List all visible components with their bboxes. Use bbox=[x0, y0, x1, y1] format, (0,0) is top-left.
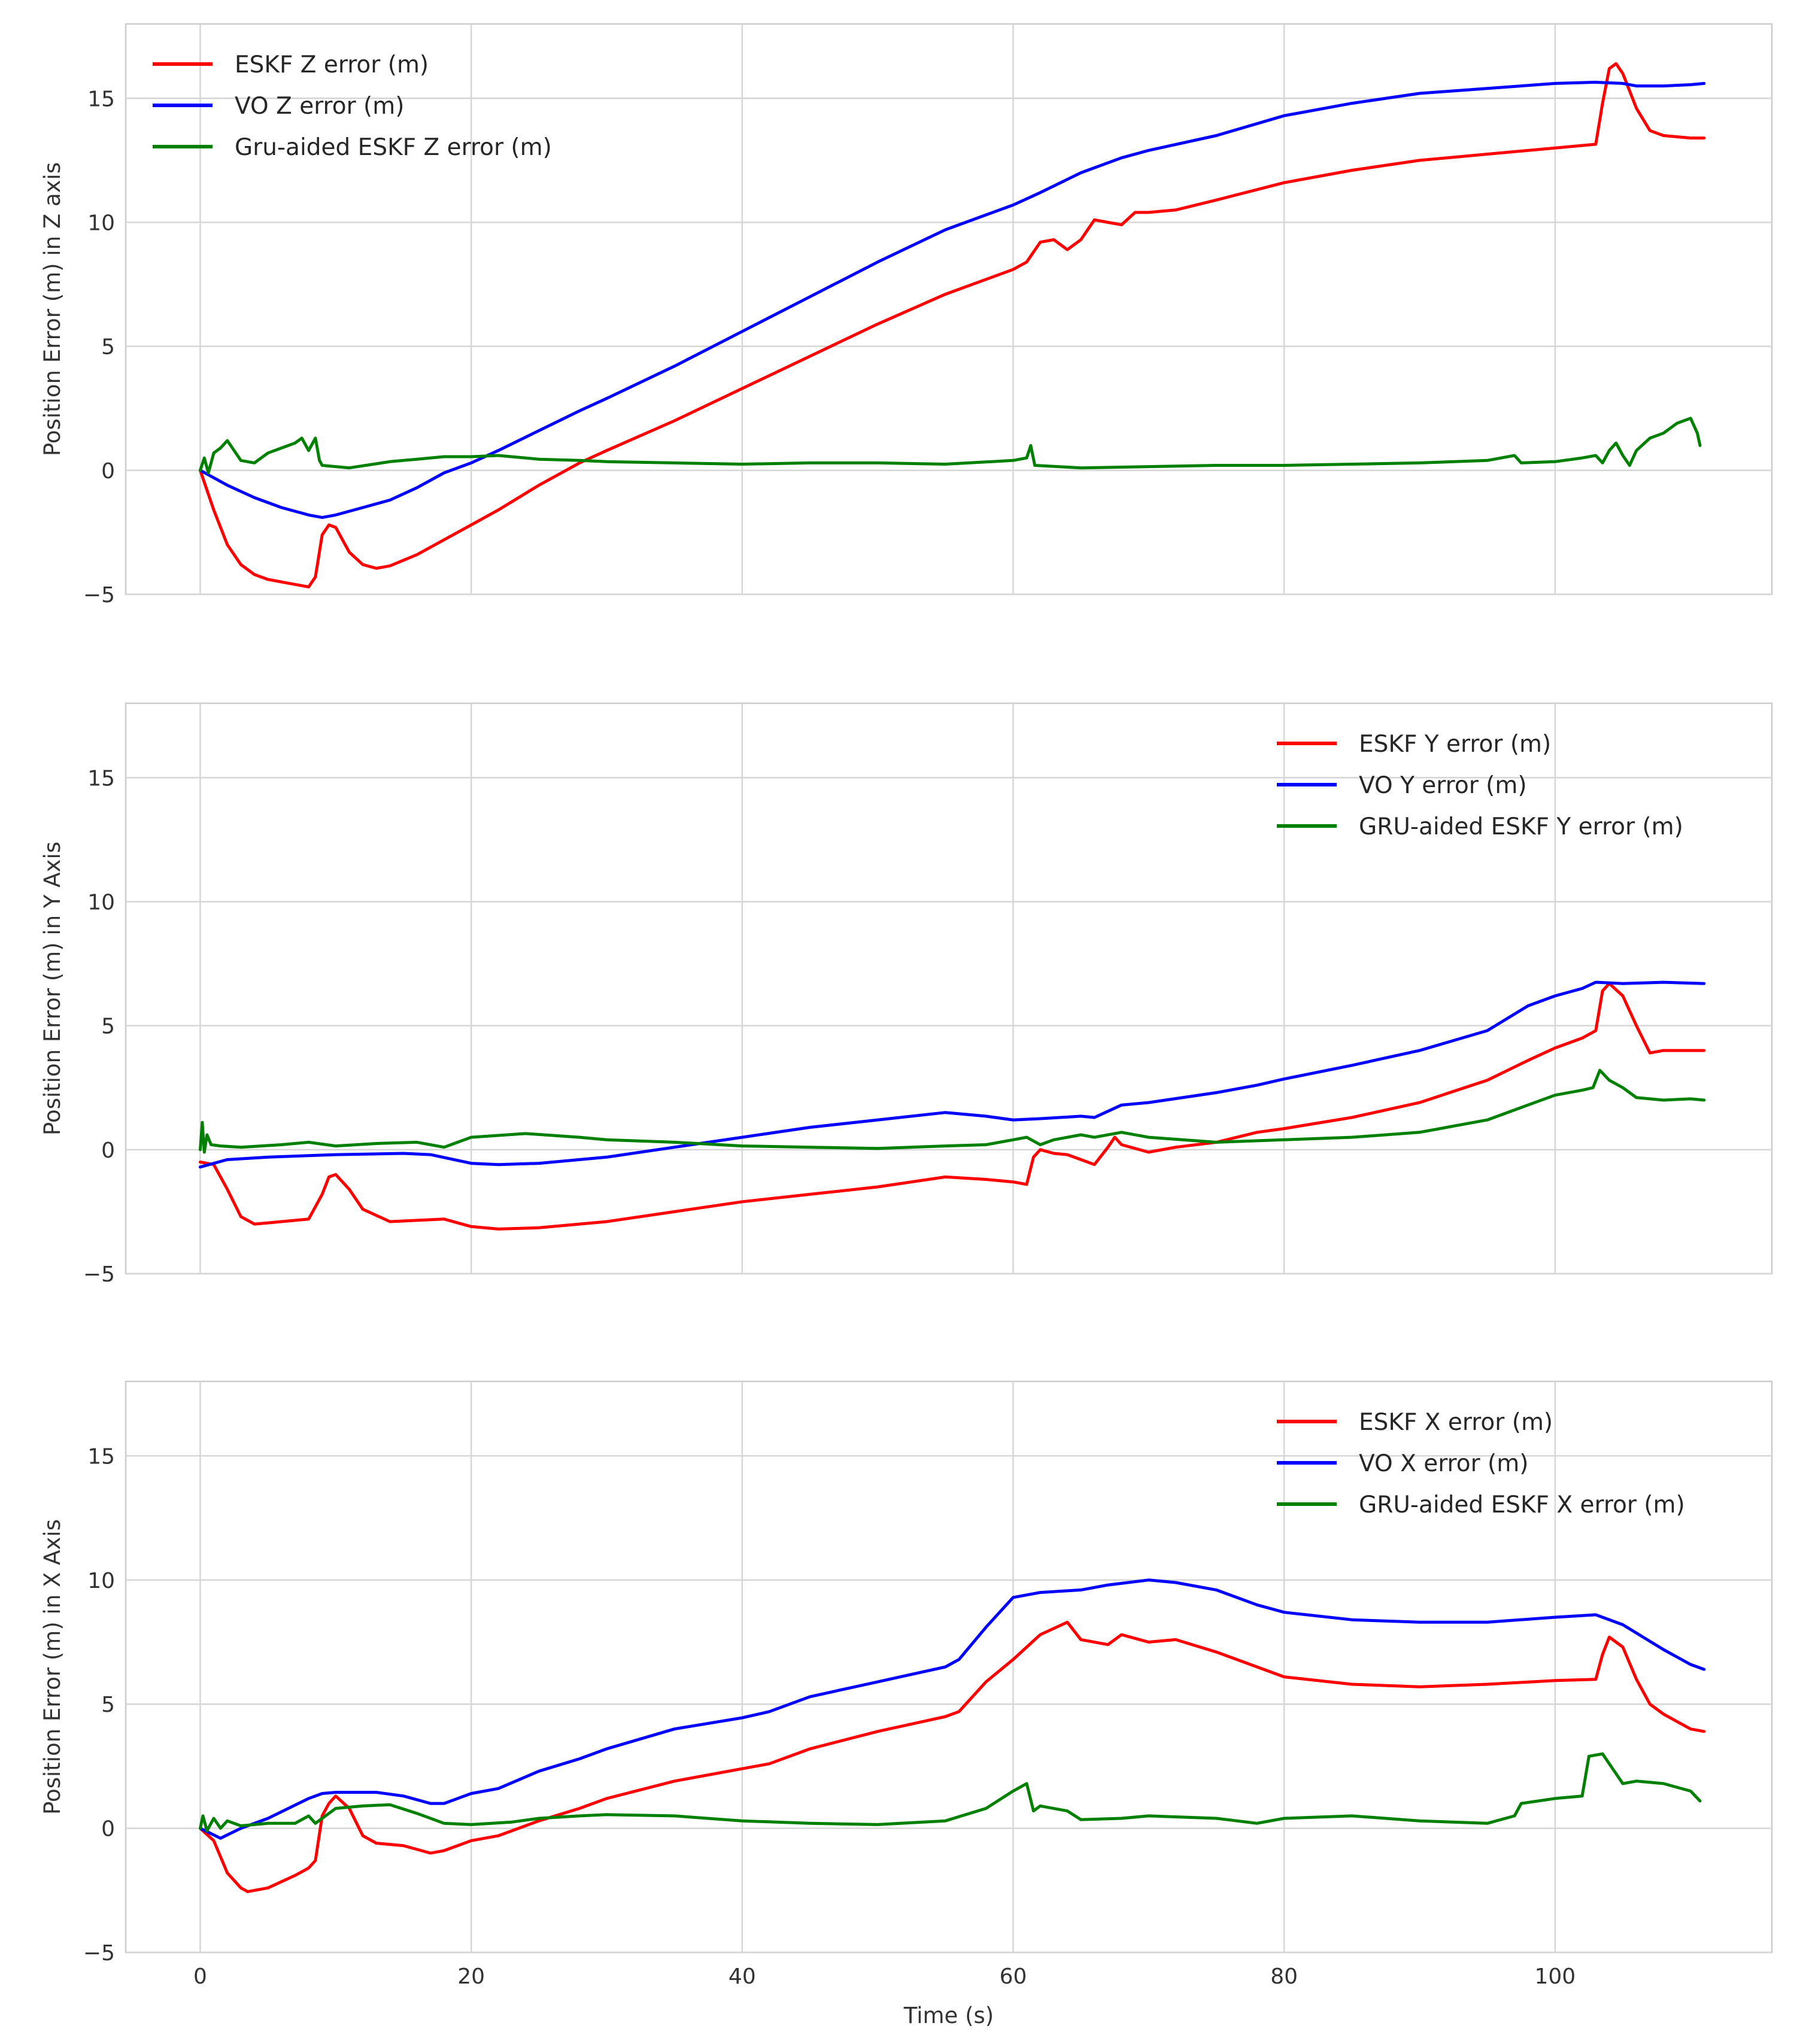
series-line-2 bbox=[199, 980, 1706, 1169]
legend-label: GRU-aided ESKF Y error (m) bbox=[1359, 813, 1683, 840]
x-tick-label: 20 bbox=[457, 1964, 485, 1989]
axes-frame bbox=[125, 23, 1773, 596]
y-tick-label: 5 bbox=[101, 335, 115, 360]
series-line-3 bbox=[199, 1752, 1702, 1833]
x-tick-label: 100 bbox=[1535, 1964, 1576, 1989]
y-tick-label: 0 bbox=[101, 1817, 115, 1842]
x-tick-label: 60 bbox=[1000, 1964, 1027, 1989]
y-tick-label: 10 bbox=[87, 211, 115, 235]
series-line-1 bbox=[199, 62, 1706, 589]
y-tick-label: 5 bbox=[101, 1693, 115, 1717]
legend-label: VO X error (m) bbox=[1359, 1450, 1528, 1477]
subplot-2: −5 0 5 10 15 Position Error (m) in Y Axis ESKF… bbox=[40, 702, 1773, 1287]
series-line-3 bbox=[199, 417, 1702, 475]
legend-label: ESKF X error (m) bbox=[1359, 1409, 1553, 1436]
y-tick-label: 10 bbox=[87, 1569, 115, 1593]
legend-label: ESKF Y error (m) bbox=[1359, 731, 1551, 758]
x-tick-label: 80 bbox=[1270, 1964, 1298, 1989]
series-line-3 bbox=[199, 1068, 1706, 1154]
y-tick-label: 15 bbox=[87, 1444, 115, 1469]
y-tick-label: 5 bbox=[101, 1015, 115, 1039]
y-tick-label: −5 bbox=[83, 1262, 115, 1287]
series-line-1 bbox=[199, 982, 1706, 1231]
y-tick-label: −5 bbox=[83, 583, 115, 608]
series-line-2 bbox=[199, 1578, 1706, 1840]
legend-label: Gru-aided ESKF Z error (m) bbox=[235, 134, 552, 161]
y-tick-label: 15 bbox=[87, 766, 115, 791]
y-tick-label: 15 bbox=[87, 87, 115, 111]
series-line-1 bbox=[199, 1620, 1706, 1893]
x-tick-label: 0 bbox=[193, 1964, 207, 1989]
y-axis-label: Position Error (m) in Z axis bbox=[40, 162, 65, 456]
y-tick-label: −5 bbox=[83, 1941, 115, 1966]
legend-label: VO Y error (m) bbox=[1359, 772, 1527, 799]
y-tick-label: 0 bbox=[101, 459, 115, 484]
legend-label: ESKF Z error (m) bbox=[235, 51, 429, 78]
x-axis-label: Time (s) bbox=[903, 2003, 994, 2028]
legend-label: VO Z error (m) bbox=[235, 93, 404, 120]
y-axis-label: Position Error (m) in X Axis bbox=[40, 1519, 65, 1815]
series-line-2 bbox=[199, 80, 1706, 520]
y-axis-label: Position Error (m) in Y Axis bbox=[40, 842, 65, 1135]
subplot-3: −5 0 5 10 15 0 20 40 60 80 100 Position Error (m) i… bbox=[40, 1380, 1773, 2028]
axes-frame bbox=[125, 1380, 1773, 1954]
legend-label: GRU-aided ESKF X error (m) bbox=[1359, 1492, 1685, 1518]
y-tick-label: 10 bbox=[87, 890, 115, 915]
subplot-1: −5 0 5 10 15 Position Error (m) in Z axis ESKF… bbox=[40, 23, 1773, 608]
y-tick-label: 0 bbox=[101, 1138, 115, 1163]
x-tick-label: 40 bbox=[729, 1964, 756, 1989]
